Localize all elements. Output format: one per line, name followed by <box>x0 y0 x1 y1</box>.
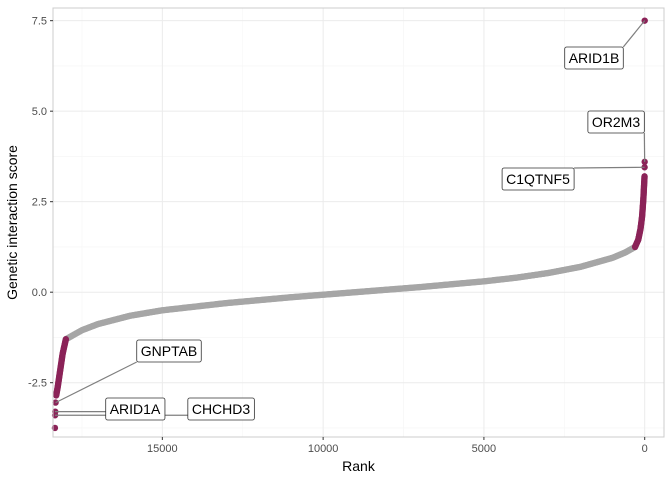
annotation-box <box>136 339 202 363</box>
annotation-or2m3: OR2M3 <box>587 110 645 134</box>
annotation-text: OR2M3 <box>592 114 640 130</box>
series-significant-high <box>631 17 648 251</box>
y-tick-label: 2.5 <box>32 197 47 209</box>
annotation-leaders <box>54 20 646 416</box>
annotation-c1qtnf5: C1QTNF5 <box>501 167 575 191</box>
data-point <box>53 392 60 399</box>
annotation-box <box>187 397 255 421</box>
annotation-text: CHCHD3 <box>192 401 251 417</box>
series-significant-low <box>51 336 70 432</box>
annotation-box <box>105 397 166 421</box>
x-axis-title: Rank <box>342 458 376 474</box>
annotation-chchd3: CHCHD3 <box>187 397 255 421</box>
annotation-box <box>501 167 575 191</box>
y-tick-label: 0.0 <box>32 287 47 299</box>
annotation-arid1b: ARID1B <box>564 46 624 70</box>
points-layer <box>51 17 648 432</box>
annotation-leader <box>55 361 138 404</box>
series-non-significant <box>62 243 639 343</box>
annotation-text: GNPTAB <box>141 343 198 359</box>
panel-border <box>52 7 665 438</box>
annotation-text: C1QTNF5 <box>506 171 570 187</box>
x-tick-label: 10000 <box>308 443 339 455</box>
x-tick-label: 0 <box>642 443 648 455</box>
annotation-labels: ARID1B OR2M3 C1QTNF5 GNPTAB ARID1A CHCHD3 <box>105 46 645 421</box>
y-axis-title: Genetic interaction score <box>4 145 20 300</box>
y-tick-label: 7.5 <box>32 16 47 28</box>
x-tick-label: 15000 <box>147 443 178 455</box>
annotation-arid1a: ARID1A <box>105 397 166 421</box>
annotation-text: ARID1A <box>110 401 161 417</box>
y-tick-label: 5.0 <box>32 106 47 118</box>
annotation-box <box>587 110 645 134</box>
grid-layer <box>53 8 664 437</box>
annotation-box <box>564 46 624 70</box>
annotation-leader <box>622 20 646 48</box>
annotation-leader <box>574 166 645 169</box>
annotation-text: ARID1B <box>569 50 620 66</box>
data-point <box>641 173 648 180</box>
annotation-gnptab: GNPTAB <box>136 339 202 363</box>
x-tick-label: 5000 <box>472 443 496 455</box>
y-tick-label: -2.5 <box>28 378 47 390</box>
annotation-layer: ARID1B OR2M3 C1QTNF5 GNPTAB ARID1A CHCHD3 <box>54 20 646 421</box>
axis-layer: 15000 10000 5000 0 -2.5 0.0 2.5 5.0 7.5 <box>28 16 648 455</box>
